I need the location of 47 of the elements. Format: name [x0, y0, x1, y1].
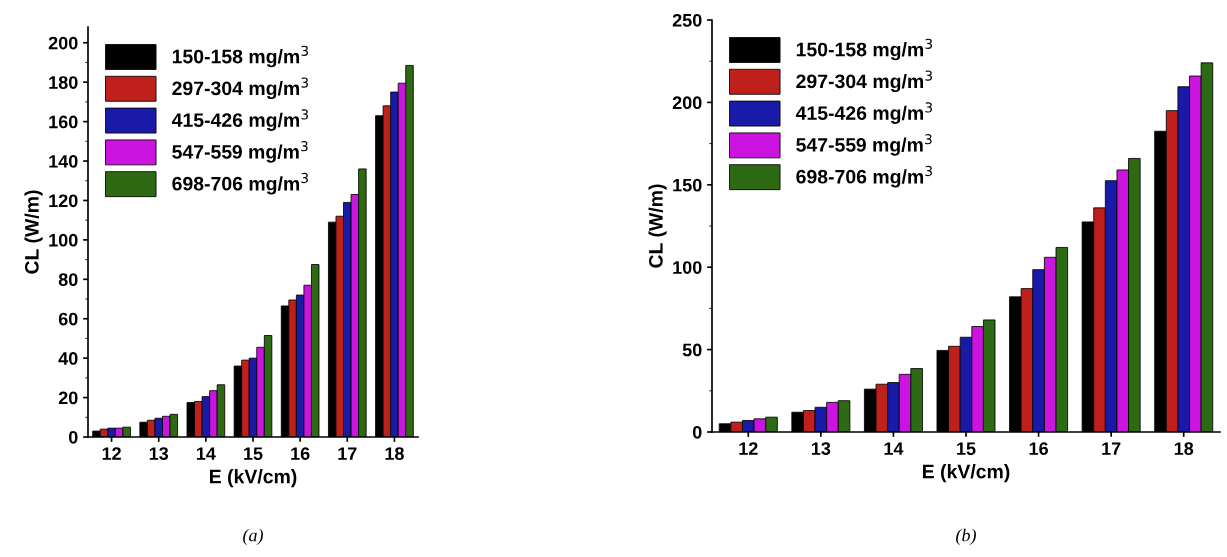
legend-label: 698-706 mg/m$^{3}$	[796, 165, 932, 188]
y-tick-label: 200	[672, 96, 702, 110]
y-tick-label: 100	[673, 261, 702, 274]
y-tick-label: 250	[672, 13, 702, 27]
y-tick-label: 140	[49, 154, 78, 168]
legend-label: 415-426 mg/m$^{3}$	[795, 102, 932, 124]
legend-label: 547-559 mg/m$^{3}$	[796, 134, 932, 156]
x-tick-label: 16	[291, 447, 310, 460]
x-tick-label: 12	[102, 447, 121, 460]
x-tick-label: 17	[1102, 442, 1121, 455]
x-tick-label: 14	[884, 442, 904, 455]
x-tick-label: 14	[196, 447, 216, 460]
y-tick-label: 80	[58, 273, 78, 287]
y-axis-title: CL (W/m)	[24, 190, 43, 274]
y-tick-label: 20	[58, 391, 78, 405]
y-tick-label: 0	[692, 425, 702, 439]
y-tick-label: 160	[49, 115, 78, 129]
x-tick-label: 15	[957, 442, 976, 455]
y-tick-label: 40	[58, 352, 78, 365]
y-tick-label: 150	[673, 178, 702, 192]
legend-label: 150-158 mg/m$^{3}$	[796, 38, 932, 61]
y-tick-label: 180	[49, 76, 78, 89]
y-tick-label: 60	[58, 312, 78, 326]
x-tick-label: 12	[739, 442, 758, 455]
x-tick-label: 15	[244, 447, 263, 460]
y-axis-title: CL (W/m)	[648, 184, 667, 268]
y-tick-label: 0	[68, 430, 78, 444]
text: (b)	[956, 528, 976, 545]
legend-label: 415-426 mg/m$^{3}$	[171, 109, 308, 131]
legend-label: 547-559 mg/m$^{3}$	[172, 141, 308, 163]
x-tick-label: 18	[1174, 442, 1194, 455]
x-tick-label: 18	[385, 447, 404, 460]
x-tick-label: 13	[811, 442, 831, 456]
x-axis-title: E (kV/cm)	[210, 469, 297, 488]
x-tick-label: 13	[149, 447, 169, 461]
x-tick-label: 16	[1029, 442, 1048, 455]
legend-label: 698-706 mg/m$^{3}$	[172, 172, 308, 195]
y-tick-label: 200	[48, 36, 78, 50]
text: (a)	[243, 528, 263, 545]
legend-label: 297-304 mg/m$^{3}$	[796, 70, 932, 93]
x-tick-label: 17	[338, 447, 357, 460]
x-axis-title: E (kV/cm)	[923, 464, 1010, 483]
y-tick-label: 100	[49, 233, 78, 247]
legend-label: 150-158 mg/m$^{3}$	[172, 45, 308, 68]
legend-label: 297-304 mg/m$^{3}$	[172, 77, 308, 100]
y-tick-label: 50	[682, 343, 702, 357]
y-tick-label: 120	[49, 194, 78, 208]
